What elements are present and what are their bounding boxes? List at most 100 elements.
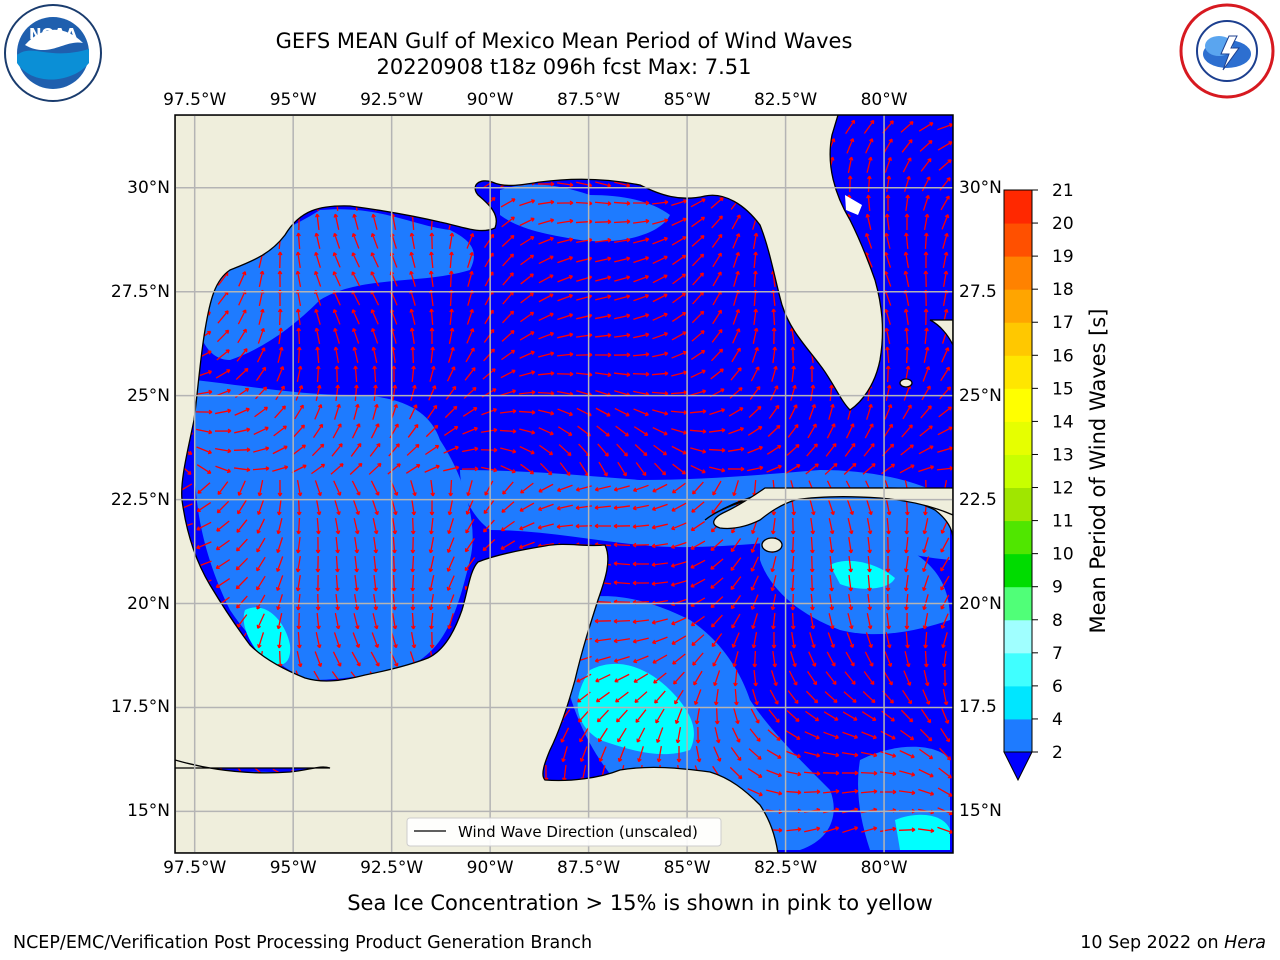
wind-wave-arrow bbox=[730, 367, 742, 381]
wind-wave-arrow bbox=[296, 517, 302, 535]
wind-wave-arrow bbox=[652, 312, 668, 321]
wind-wave-arrow bbox=[484, 480, 494, 496]
wind-wave-arrow bbox=[315, 555, 321, 573]
wind-wave-arrow bbox=[747, 768, 763, 778]
wind-wave-arrow bbox=[689, 409, 707, 414]
wind-wave-arrow bbox=[632, 580, 650, 586]
wind-wave-arrow bbox=[848, 555, 853, 573]
wind-wave-arrow bbox=[518, 410, 536, 415]
wind-wave-arrow bbox=[784, 827, 802, 832]
wind-wave-arrow bbox=[446, 594, 455, 610]
wind-wave-arrow bbox=[922, 575, 930, 592]
wind-wave-arrow bbox=[791, 498, 797, 516]
wind-wave-arrow bbox=[903, 308, 909, 326]
wind-wave-arrow bbox=[594, 523, 612, 529]
wind-wave-arrow bbox=[315, 499, 322, 516]
wind-wave-arrow bbox=[652, 426, 668, 436]
wind-wave-arrow bbox=[898, 790, 916, 796]
wind-wave-arrow bbox=[865, 213, 872, 230]
wind-wave-arrow bbox=[373, 593, 379, 611]
wind-wave-arrow bbox=[655, 708, 665, 724]
wind-wave-arrow bbox=[712, 309, 722, 325]
colorbar-swatch bbox=[1004, 487, 1032, 522]
wind-wave-arrow bbox=[499, 408, 517, 414]
wind-wave-arrow bbox=[538, 409, 555, 416]
wind-wave-arrow bbox=[806, 443, 818, 457]
wind-wave-arrow bbox=[216, 500, 230, 514]
wind-wave-arrow bbox=[866, 613, 873, 630]
wind-wave-arrow bbox=[747, 426, 763, 436]
wind-wave-arrow bbox=[613, 542, 631, 548]
wind-wave-arrow bbox=[771, 631, 777, 649]
wind-wave-arrow bbox=[614, 294, 631, 301]
wind-wave-arrow bbox=[712, 480, 722, 496]
wind-wave-arrow bbox=[940, 556, 950, 572]
wind-wave-arrow bbox=[733, 270, 740, 287]
wind-wave-arrow bbox=[368, 462, 382, 475]
wind-wave-arrow bbox=[333, 403, 341, 420]
wind-wave-arrow bbox=[861, 826, 878, 833]
wind-wave-arrow bbox=[940, 366, 950, 382]
wind-wave-arrow bbox=[768, 404, 780, 419]
wind-wave-arrow bbox=[392, 593, 397, 611]
wind-wave-arrow bbox=[215, 369, 231, 379]
wind-wave-arrow bbox=[841, 770, 859, 776]
wind-wave-arrow bbox=[885, 536, 891, 554]
wind-wave-arrow bbox=[314, 308, 321, 325]
wind-wave-arrow bbox=[828, 518, 835, 535]
wind-wave-arrow bbox=[316, 517, 321, 535]
wind-wave-arrow bbox=[315, 536, 321, 554]
wind-wave-arrow bbox=[732, 308, 741, 325]
wind-wave-arrow bbox=[883, 423, 894, 439]
colorbar-swatch bbox=[1004, 190, 1032, 224]
wind-wave-arrow bbox=[614, 256, 631, 263]
wind-wave-arrow bbox=[790, 517, 796, 535]
wind-wave-arrow bbox=[502, 253, 515, 267]
wind-wave-arrow bbox=[235, 367, 249, 380]
wind-wave-arrow bbox=[443, 425, 459, 436]
wind-wave-arrow bbox=[276, 518, 283, 535]
wind-wave-arrow bbox=[351, 309, 360, 325]
wind-wave-arrow bbox=[921, 176, 931, 192]
wind-wave-arrow bbox=[904, 612, 910, 630]
wind-wave-arrow bbox=[429, 498, 435, 516]
wind-wave-arrow bbox=[884, 232, 891, 249]
colorbar-tick-label: 15 bbox=[1052, 379, 1074, 399]
wind-wave-arrow bbox=[940, 575, 950, 591]
wind-wave-arrow bbox=[449, 308, 454, 326]
wind-wave-arrow bbox=[519, 502, 535, 512]
wind-wave-arrow bbox=[842, 826, 859, 834]
wind-wave-arrow bbox=[236, 595, 248, 609]
wind-wave-arrow bbox=[557, 274, 573, 283]
wind-wave-arrow bbox=[671, 502, 687, 512]
wind-wave-arrow bbox=[675, 727, 682, 744]
wind-wave-arrow bbox=[371, 327, 379, 344]
wind-wave-arrow bbox=[449, 251, 454, 269]
colorbar-swatch bbox=[1004, 619, 1032, 654]
wind-wave-arrow bbox=[613, 201, 631, 206]
wind-wave-arrow bbox=[352, 213, 359, 230]
wind-wave-arrow bbox=[904, 213, 910, 231]
wind-wave-arrow bbox=[845, 651, 855, 667]
wind-wave-arrow bbox=[750, 366, 760, 382]
wind-wave-arrow bbox=[885, 555, 891, 573]
wind-wave-arrow bbox=[879, 789, 897, 795]
wind-wave-arrow bbox=[447, 499, 454, 516]
wind-wave-arrow bbox=[277, 479, 283, 497]
wind-wave-arrow bbox=[462, 446, 479, 453]
wind-wave-arrow bbox=[235, 557, 249, 571]
wind-wave-arrow bbox=[803, 789, 821, 795]
wind-wave-arrow bbox=[632, 542, 650, 548]
wind-wave-arrow bbox=[500, 520, 515, 532]
wind-wave-arrow bbox=[333, 213, 340, 230]
wind-wave-arrow bbox=[556, 182, 574, 188]
wind-wave-arrow bbox=[500, 540, 516, 550]
wind-wave-arrow bbox=[655, 727, 664, 744]
wind-wave-arrow bbox=[332, 423, 342, 439]
wind-wave-arrow bbox=[370, 309, 379, 325]
wind-wave-arrow bbox=[430, 479, 436, 497]
wind-wave-arrow bbox=[196, 428, 213, 435]
wind-wave-arrow bbox=[809, 365, 815, 383]
wind-wave-arrow bbox=[501, 330, 515, 342]
wind-wave-arrow bbox=[770, 556, 777, 573]
